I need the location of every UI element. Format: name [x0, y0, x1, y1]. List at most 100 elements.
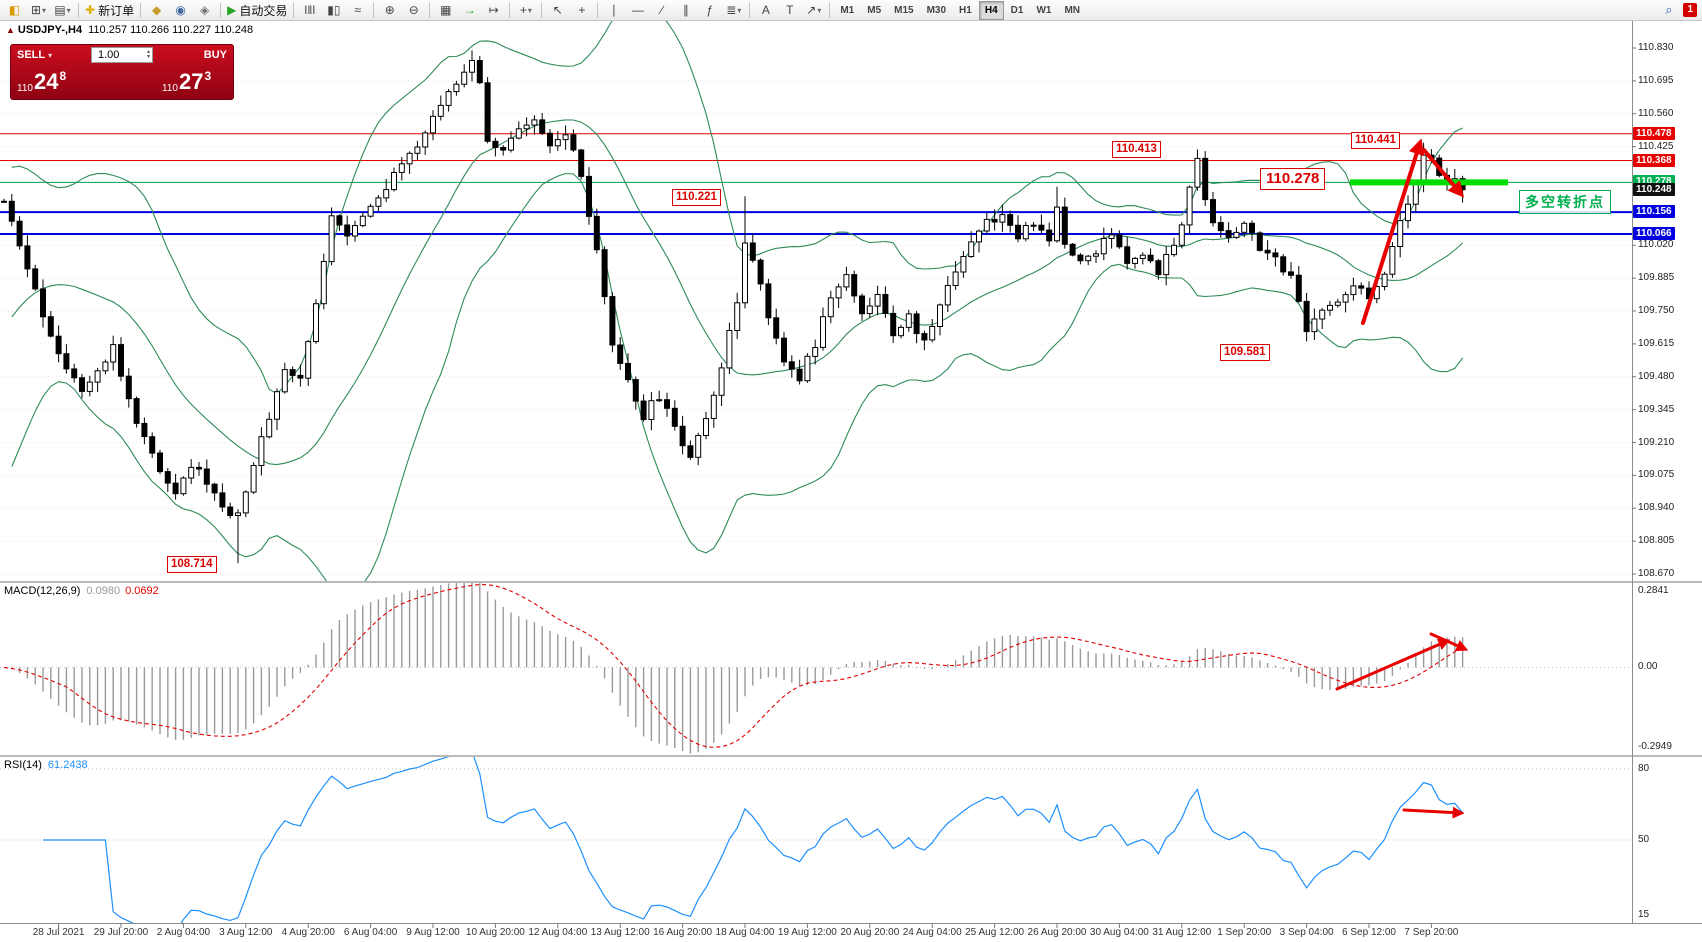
market-icon-glyph: ◈: [199, 3, 210, 17]
sell-button[interactable]: 110 24 8: [11, 65, 90, 99]
notification-badge[interactable]: 1: [1683, 3, 1697, 17]
horizontal-line-button[interactable]: —: [626, 1, 649, 20]
volume-value: 1.00: [98, 49, 120, 61]
crosshair-button-glyph: +: [578, 3, 586, 17]
toolbar-separator: [597, 2, 599, 18]
cursor-button[interactable]: ↖: [546, 1, 569, 20]
alerts-icon[interactable]: ◉: [169, 1, 192, 20]
stepper-up-icon[interactable]: ▴: [146, 49, 150, 55]
caret-down-icon: ▾: [48, 50, 53, 60]
caret-down-icon: ▾: [737, 5, 742, 15]
macd-main-value: 0.0980: [86, 585, 121, 597]
period-button-m5[interactable]: M5: [867, 4, 882, 16]
stepper-down-icon[interactable]: ▾: [146, 54, 150, 60]
toolbar-separator: [509, 2, 511, 18]
period-button-d1[interactable]: D1: [1010, 4, 1024, 16]
toolbar: ◧ ⊞ ▾ ▤ ▾ ✚ 新订单 ◆ ◉ ◈ ▶ 自动交易 ǀ‖ǀ ▮▯ ≈ ⊕ ⊖ ▦ → ↦ + ▾ ↖ + ∣ — ∕ ∥ ƒ ≣ ▾ A…: [0, 0, 1702, 21]
cursor-button-glyph: ↖: [552, 3, 563, 17]
chart-price-label[interactable]: 110.278: [1260, 168, 1326, 190]
buy-price-sup: 3: [204, 69, 212, 83]
zoom-in-button-glyph: ⊕: [384, 3, 395, 17]
macd-indicator-label: MACD(12,26,9) 0.0980 0.0692: [4, 585, 159, 597]
caret-down-icon: ▾: [66, 5, 71, 15]
macd-name: MACD(12,26,9): [4, 585, 81, 597]
buy-button-header[interactable]: BUY: [154, 45, 233, 65]
chart-price-label[interactable]: 110.413: [1112, 141, 1161, 158]
terminal-chart-icon[interactable]: ◧: [3, 1, 26, 20]
sell-button-header[interactable]: SELL ▾: [11, 45, 90, 65]
chart-shift-button-glyph: ↦: [488, 3, 499, 17]
chart-symbol: USDJPY-,H4: [17, 24, 83, 36]
autoscroll-button-glyph: →: [463, 3, 476, 17]
chart-ohlc: 110.257 110.266 110.227 110.248: [88, 24, 254, 36]
text-label-button[interactable]: T: [778, 1, 801, 20]
trendline-button-glyph: ∕: [660, 3, 663, 17]
period-button-m30[interactable]: M30: [926, 4, 947, 16]
profiles-button[interactable]: ▤ ▾: [51, 1, 74, 20]
turning-point-annotation[interactable]: 多空转折点: [1519, 190, 1611, 214]
vertical-line-button-glyph: ∣: [610, 3, 617, 17]
chart-price-label[interactable]: 108.714: [167, 556, 217, 573]
zoom-in-button[interactable]: ⊕: [378, 1, 401, 20]
draw-tools-button[interactable]: ≣ ▾: [722, 1, 745, 20]
toolbar-separator: [749, 2, 751, 18]
line-chart-button-glyph: ≈: [354, 3, 362, 17]
period-button-h4[interactable]: H4: [978, 0, 1004, 20]
period-button-mn[interactable]: MN: [1064, 4, 1080, 16]
indicators-button[interactable]: + ▾: [514, 1, 537, 20]
zoom-out-button[interactable]: ⊖: [402, 1, 425, 20]
new-chart-button[interactable]: ⊞ ▾: [27, 1, 50, 20]
arrows-button-glyph: ↗: [806, 3, 817, 17]
expert-advisors-icon[interactable]: ◆: [145, 1, 168, 20]
toolbar-separator: [293, 2, 295, 18]
volume-input[interactable]: 1.00 ▴ ▾: [91, 47, 153, 63]
chart-price-label[interactable]: 110.441: [1351, 132, 1400, 149]
caret-down-icon: ▾: [42, 5, 47, 15]
trendline-button[interactable]: ∕: [650, 1, 673, 20]
tile-windows-button-glyph: ▦: [440, 3, 452, 17]
channel-button-glyph: ∥: [682, 3, 689, 17]
period-button-m1[interactable]: M1: [840, 4, 855, 16]
toolbar-separator: [220, 2, 222, 18]
buy-button[interactable]: 110 27 3: [154, 65, 233, 99]
fibonacci-button[interactable]: ƒ: [698, 1, 721, 20]
toolbar-separator: [541, 2, 543, 18]
line-chart-button[interactable]: ≈: [346, 1, 369, 20]
bar-chart-button-glyph: ǀ‖ǀ: [304, 3, 316, 17]
chart-shift-button[interactable]: ↦: [482, 1, 505, 20]
arrows-button[interactable]: ↗ ▾: [802, 1, 825, 20]
collapse-trade-panel-icon[interactable]: ▲: [6, 25, 15, 35]
buy-price-prefix: 110: [162, 83, 178, 94]
candlestick-chart-button-glyph: ▮▯: [327, 3, 341, 17]
tile-windows-button[interactable]: ▦: [434, 1, 457, 20]
caret-down-icon: ▾: [527, 5, 532, 15]
macd-signal-value: 0.0692: [125, 585, 159, 597]
zoom-out-button-glyph: ⊖: [408, 3, 419, 17]
channel-button[interactable]: ∥: [674, 1, 697, 20]
profiles-button-glyph: ▤: [54, 3, 66, 17]
toolbar-right-group: ⌕ 1: [1657, 1, 1699, 20]
new-order-button[interactable]: ✚ 新订单: [83, 1, 136, 20]
volume-stepper[interactable]: ▴ ▾: [146, 49, 150, 60]
toolbar-separator: [429, 2, 431, 18]
sell-price-prefix: 110: [17, 83, 33, 94]
one-click-trading-widget: SELL ▾ 1.00 ▴ ▾ BUY 110 24 8 110 27 3: [10, 44, 234, 100]
period-button-w1[interactable]: W1: [1036, 4, 1052, 16]
crosshair-button[interactable]: +: [570, 1, 593, 20]
market-icon[interactable]: ◈: [193, 1, 216, 20]
period-button-h1[interactable]: H1: [959, 4, 972, 16]
bar-chart-button[interactable]: ǀ‖ǀ: [298, 1, 321, 20]
chart-price-label[interactable]: 110.221: [672, 189, 721, 206]
chart-price-label[interactable]: 109.581: [1220, 344, 1270, 361]
autoscroll-button[interactable]: →: [458, 1, 481, 20]
period-button-m15[interactable]: M15: [894, 4, 914, 16]
text-button[interactable]: A: [754, 1, 777, 20]
fibonacci-button-glyph: ƒ: [706, 3, 714, 17]
vertical-line-button[interactable]: ∣: [602, 1, 625, 20]
search-icon[interactable]: ⌕: [1665, 2, 1673, 17]
autotrading-button-glyph: ▶: [227, 3, 237, 17]
autotrading-button[interactable]: ▶ 自动交易: [225, 1, 289, 20]
candlestick-chart-button[interactable]: ▮▯: [322, 1, 345, 20]
